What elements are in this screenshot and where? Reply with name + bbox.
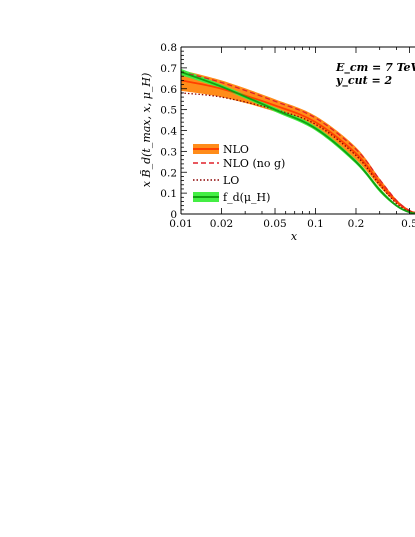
x-axis-title: x [291,230,298,243]
x-tick-label: 0.1 [307,218,324,230]
x-tick-label: 0.02 [210,218,233,230]
y-axis-title: x B̃_d(t_max, x, μ_H) [140,73,153,187]
series-line-3 [180,71,415,215]
series-line-0 [180,79,415,214]
y-tick-label: 0.4 [160,126,177,138]
y-tick-label: 0 [170,209,177,221]
y-tick-label: 0.7 [160,63,177,75]
x-tick-label: 0.2 [348,218,365,230]
lines-layer [180,71,415,215]
legend: NLO NLO (no g) LO f_d(μ_H) [193,143,285,204]
y-tick-label: 0.6 [160,84,177,96]
y-tick-label: 0.2 [160,167,177,179]
ycut-annotation: y_cut = 2 [335,74,393,88]
axes-layer [180,46,415,215]
legend-lo-label: LO [223,174,239,187]
legend-nlo-label: NLO [223,143,249,156]
x-tick-label: 0.5 [401,218,415,230]
series-line-2 [180,92,415,214]
ecm-annotation: E_cm = 7 TeV [335,61,415,75]
x-tick-label: 0.01 [169,218,192,230]
y-tick-label: 0.1 [160,188,177,200]
y-tick-label: 0.5 [160,105,177,117]
tick-labels-layer: 0.01 0.02 0.05 0.1 0.2 0.5 0 0.1 0.2 0.3 0.4 0.5 0.6… [160,42,415,230]
y-tick-label: 0.8 [160,42,177,54]
legend-fd-label: f_d(μ_H) [223,191,270,204]
x-tick-label: 0.05 [263,218,286,230]
legend-nlo-nog-label: NLO (no g) [223,157,285,170]
y-tick-label: 0.3 [160,146,177,158]
